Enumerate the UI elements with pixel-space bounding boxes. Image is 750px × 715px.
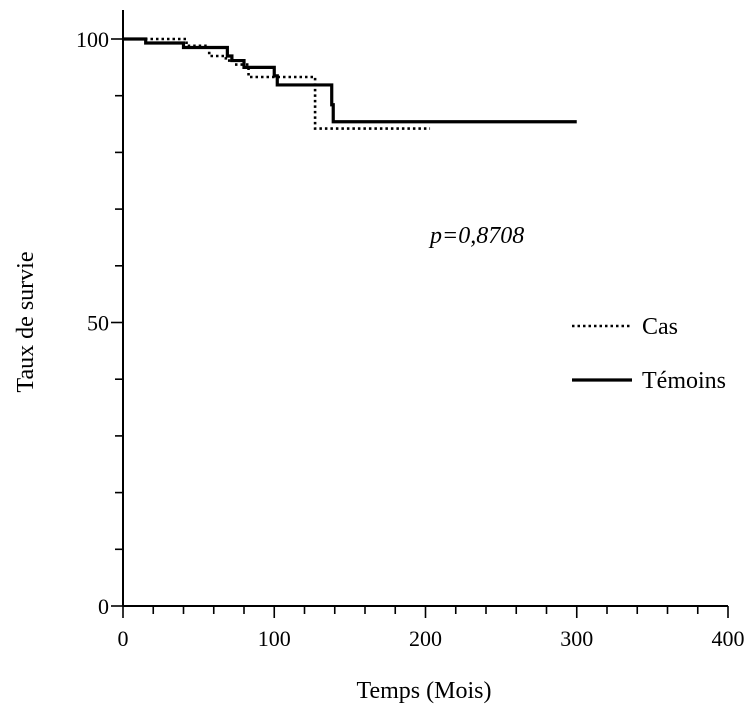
- text-layer: Taux de survie Temps (Mois) p=0,8708: [13, 223, 524, 704]
- y-tick-label: 50: [87, 311, 109, 336]
- legend-label-cas: Cas: [642, 314, 678, 340]
- x-tick-label: 100: [258, 626, 291, 651]
- series-layer: [123, 37, 577, 130]
- x-tick-label: 300: [560, 626, 593, 651]
- legend: Cas Témoins: [572, 314, 726, 394]
- x-tick-label: 400: [712, 626, 745, 651]
- series-line-temoins: [123, 37, 577, 124]
- axes: 0 50 100 0 100 200 300 400: [76, 10, 745, 651]
- x-tick-label: 0: [118, 626, 129, 651]
- y-axis-title: Taux de survie: [13, 252, 39, 393]
- legend-label-temoins: Témoins: [642, 368, 726, 394]
- y-tick-label: 0: [98, 594, 109, 619]
- x-axis-title: Temps (Mois): [357, 678, 492, 704]
- x-tick-label: 200: [409, 626, 442, 651]
- y-tick-label: 100: [76, 27, 109, 52]
- p-value-annotation: p=0,8708: [428, 223, 524, 249]
